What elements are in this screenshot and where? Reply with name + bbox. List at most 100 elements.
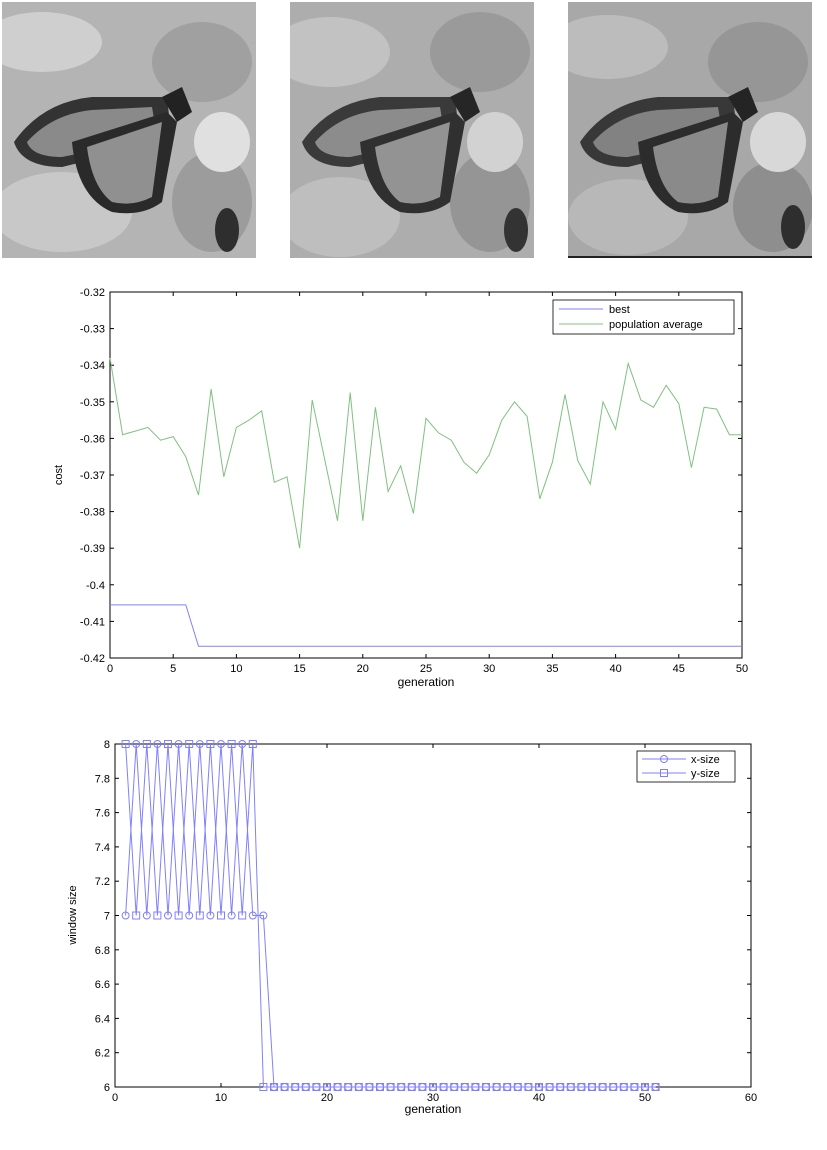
data-point-x-size	[227, 911, 236, 920]
data-point-y-size	[291, 1083, 300, 1091]
data-point-y-size	[248, 740, 257, 748]
y-tick-label: -0.37	[80, 470, 105, 482]
data-point-y-size	[323, 1083, 331, 1091]
x-axis-label: generation	[398, 675, 455, 689]
data-point-y-size	[376, 1083, 384, 1091]
data-point-y-size	[619, 1083, 628, 1091]
y-tick-label: 7.2	[95, 876, 110, 888]
data-point-y-size	[418, 1083, 427, 1091]
x-tick-label: 45	[673, 663, 685, 675]
data-point-x-size	[185, 911, 194, 920]
data-point-x-size	[153, 740, 162, 748]
data-point-y-size	[471, 1083, 480, 1091]
y-tick-label: 6.2	[95, 1048, 110, 1060]
y-tick-label: -0.38	[80, 507, 105, 519]
legend-marker-y-size	[660, 769, 668, 777]
data-point-x-size	[259, 911, 268, 920]
data-point-y-size	[259, 1083, 268, 1091]
y-tick-label: -0.35	[80, 397, 105, 409]
y-tick-label: 6	[104, 1082, 110, 1094]
series-line-best	[110, 604, 742, 647]
y-axis-label: window size	[67, 885, 79, 945]
data-point-y-size	[407, 1083, 416, 1091]
legend-label-x-size: x-size	[691, 754, 720, 766]
data-point-x-size	[121, 911, 130, 920]
legend-label-population-average: population average	[609, 319, 703, 331]
data-point-y-size	[185, 740, 194, 748]
x-tick-label: 0	[112, 1092, 118, 1104]
data-point-y-size	[535, 1083, 543, 1091]
x-tick-label: 35	[546, 663, 558, 675]
cost-chart: -0.32 -0.33 -0.34 -0.35 -0.36 -0.37 -0.38 -0.39…	[53, 287, 748, 689]
data-point-y-size	[270, 1083, 278, 1091]
data-point-y-size	[312, 1083, 321, 1091]
data-point-y-size	[195, 911, 204, 920]
data-point-y-size	[503, 1083, 512, 1091]
butterfly-image-original	[2, 2, 256, 258]
data-point-y-size	[217, 911, 225, 920]
data-point-y-size	[492, 1083, 501, 1091]
x-tick-label: 40	[609, 663, 621, 675]
x-tick-label: 30	[427, 1092, 439, 1104]
data-point-y-size	[280, 1083, 289, 1091]
legend: best population average	[552, 299, 735, 335]
data-point-x-size	[217, 740, 225, 748]
data-point-y-size	[227, 740, 236, 748]
window-size-chart: 8 7.8 7.6 7.4 7.2 7 6.8 6.6 6.4 6.2 6 0 10 20 30 40 50 6…	[67, 739, 757, 1116]
data-point-y-size	[460, 1083, 469, 1091]
x-tick-label: 5	[170, 663, 176, 675]
x-tick-label: 15	[293, 663, 305, 675]
data-point-y-size	[132, 911, 141, 920]
data-point-x-size	[206, 911, 215, 920]
x-tick-label: 50	[639, 1092, 651, 1104]
data-point-y-size	[651, 1083, 660, 1091]
data-point-y-size	[153, 911, 162, 920]
data-point-y-size	[524, 1083, 533, 1091]
data-point-y-size	[429, 1083, 437, 1091]
x-tick-label: 30	[483, 663, 495, 675]
data-point-y-size	[164, 740, 172, 748]
plot-frame	[109, 291, 743, 659]
data-point-y-size	[333, 1083, 342, 1091]
legend-box	[552, 299, 735, 335]
data-point-x-size	[132, 740, 141, 748]
y-tick-label: -0.4	[86, 580, 105, 592]
x-tick-label: 20	[357, 663, 369, 675]
data-point-y-size	[450, 1083, 459, 1091]
data-point-y-size	[344, 1083, 353, 1091]
data-point-x-size	[248, 911, 257, 920]
data-point-x-size	[142, 911, 151, 920]
data-point-y-size	[206, 740, 215, 748]
data-point-y-size	[513, 1083, 522, 1091]
data-point-y-size	[577, 1083, 586, 1091]
data-point-y-size	[397, 1083, 406, 1091]
x-tick-label: 10	[230, 663, 242, 675]
y-tick-label: 7.6	[95, 808, 110, 820]
data-point-y-size	[556, 1083, 565, 1091]
x-tick-label: 40	[533, 1092, 545, 1104]
data-point-x-size	[174, 740, 183, 748]
x-tick-label: 60	[745, 1092, 757, 1104]
y-tick-label: -0.34	[80, 360, 105, 372]
butterfly-image-restored	[568, 2, 812, 258]
y-tick-label: 6.6	[95, 979, 110, 991]
data-point-y-size	[598, 1083, 607, 1091]
x-tick-label: 20	[321, 1092, 333, 1104]
y-tick-label: 7	[104, 911, 110, 923]
data-point-y-size	[482, 1083, 490, 1091]
x-tick-label: 50	[736, 663, 748, 675]
butterfly-image-noisy	[290, 2, 534, 258]
y-tick-label: 7.4	[95, 842, 110, 854]
y-tick-label: 6.4	[95, 1013, 110, 1025]
legend-label-best: best	[609, 304, 630, 316]
data-point-y-size	[630, 1083, 639, 1091]
y-tick-label: -0.39	[80, 543, 105, 555]
data-point-y-size	[354, 1083, 363, 1091]
series-line-population-average	[109, 357, 742, 549]
y-tick-label: -0.42	[80, 653, 105, 665]
data-point-y-size	[365, 1083, 374, 1091]
data-point-y-size	[238, 911, 247, 920]
data-point-y-size	[545, 1083, 554, 1091]
data-point-y-size	[641, 1083, 649, 1091]
data-point-x-size	[238, 740, 247, 748]
